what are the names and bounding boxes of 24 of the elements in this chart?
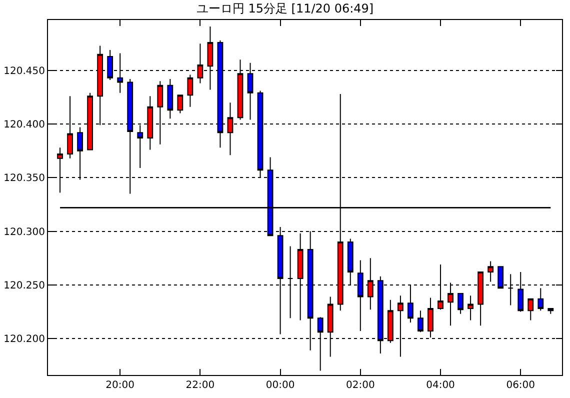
x-tick-label: 22:00	[186, 380, 215, 391]
candlestick	[187, 74, 194, 108]
y-tick-label: 120.200	[4, 334, 45, 346]
candlestick	[458, 292, 464, 314]
candlestick	[488, 260, 494, 282]
x-tick-label: 02:00	[346, 380, 375, 391]
x-tick-label: 20:00	[106, 380, 135, 391]
y-tick-label: 120.350	[4, 173, 45, 184]
candlestick	[167, 78, 174, 120]
candlestick	[538, 288, 544, 312]
y-tick-label: 120.300	[4, 226, 45, 238]
candlestick	[428, 297, 434, 338]
x-tick-label: 04:00	[426, 380, 455, 391]
candlestick	[418, 310, 424, 333]
candlestick	[548, 308, 554, 314]
x-tick-label: 00:00	[266, 380, 295, 391]
y-tick-label: 120.450	[4, 66, 45, 77]
x-tick-label: 06:00	[506, 380, 536, 391]
candlestick	[177, 94, 184, 114]
candlestick	[528, 298, 534, 321]
chart-title: ユーロ円 15分足 [11/20 06:49]	[196, 1, 374, 16]
candlestick	[468, 295, 474, 321]
y-tick-label: 120.250	[4, 280, 45, 292]
y-tick-label: 120.400	[4, 120, 45, 131]
